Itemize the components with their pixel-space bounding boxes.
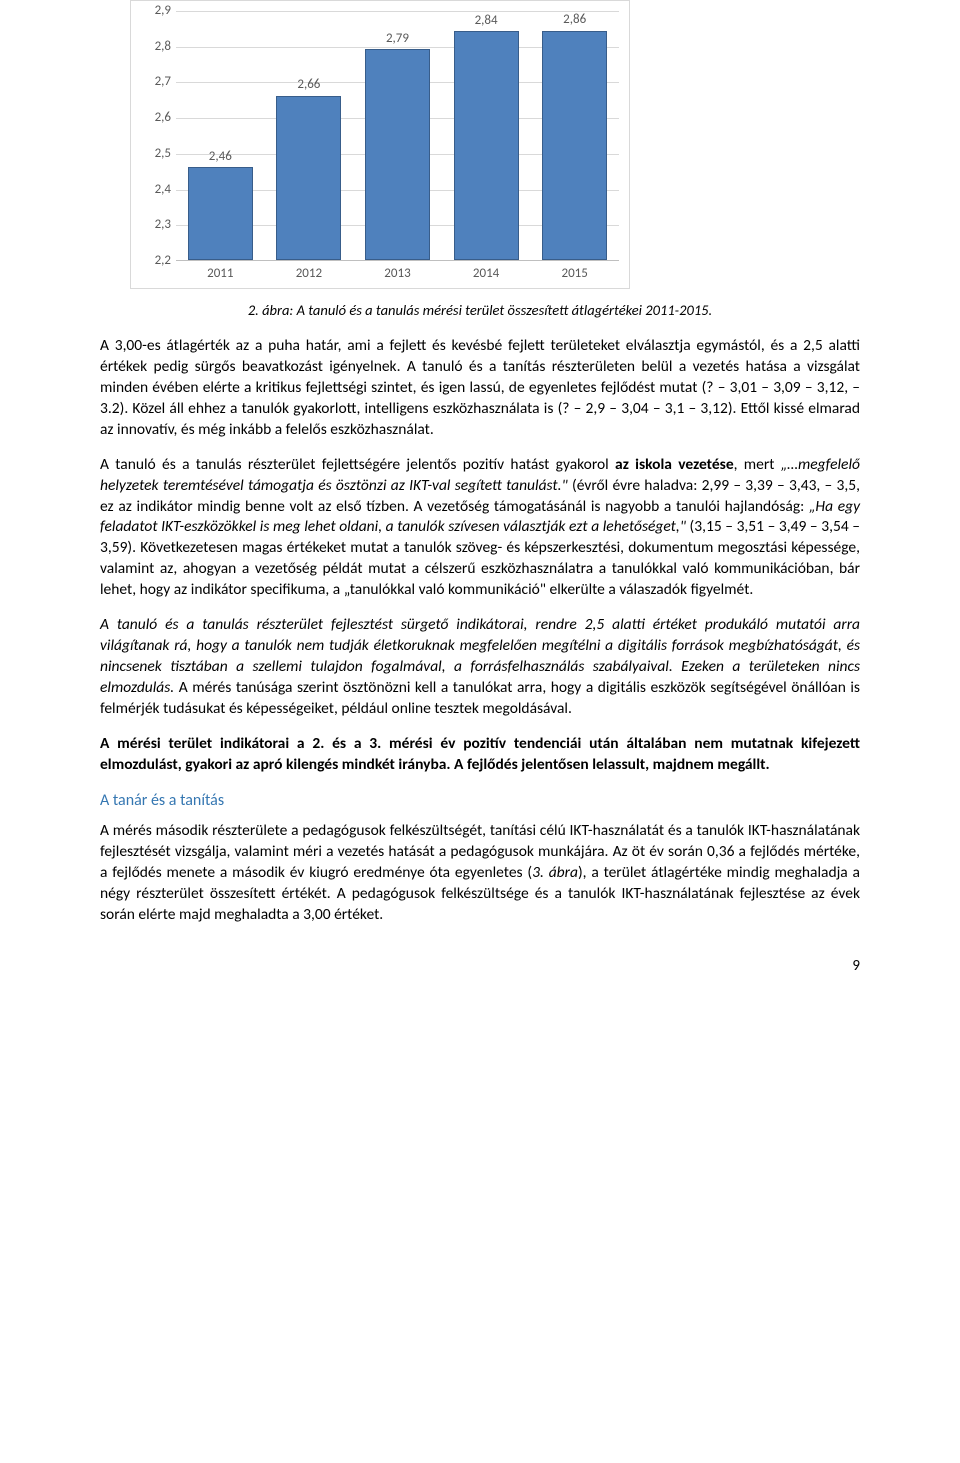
section-heading: A tanár és a tanítás bbox=[100, 790, 860, 812]
x-axis-label: 2012 bbox=[272, 265, 346, 283]
y-axis-label: 2,3 bbox=[141, 217, 171, 235]
bar-value-label: 2,46 bbox=[209, 148, 232, 166]
y-axis-label: 2,7 bbox=[141, 74, 171, 92]
bar-chart: 2,2 2,3 2,4 2,5 2,6 2,7 2,8 2,9 2,46 2,66 2,79 2,84… bbox=[130, 0, 630, 289]
y-axis-label: 2,6 bbox=[141, 109, 171, 127]
paragraph-1: A 3,00-es átlagérték az a puha határ, am… bbox=[100, 336, 860, 441]
paragraph-2: A tanuló és a tanulás részterület fejlet… bbox=[100, 455, 860, 601]
x-axis-label: 2013 bbox=[360, 265, 434, 283]
paragraph-5: A mérés második részterülete a pedagógus… bbox=[100, 821, 860, 926]
bar bbox=[276, 96, 341, 260]
text: , mert bbox=[734, 455, 781, 474]
bar-value-label: 2,79 bbox=[386, 30, 409, 48]
text: A mérés tanúsága szerint ösztönözni kell… bbox=[100, 678, 860, 718]
paragraph-4: A mérési terület indikátorai a 2. és a 3… bbox=[100, 734, 860, 776]
x-axis: 2011 2012 2013 2014 2015 bbox=[176, 261, 619, 283]
y-axis-label: 2,5 bbox=[141, 145, 171, 163]
bar-value-label: 2,86 bbox=[563, 11, 586, 29]
x-axis-label: 2015 bbox=[538, 265, 612, 283]
x-axis-label: 2011 bbox=[183, 265, 257, 283]
bar bbox=[365, 49, 430, 260]
y-axis-label: 2,8 bbox=[141, 38, 171, 56]
paragraph-3: A tanuló és a tanulás részterület fejles… bbox=[100, 615, 860, 720]
y-axis-label: 2,9 bbox=[141, 2, 171, 20]
text-bold: az iskola vezetése bbox=[615, 455, 734, 474]
page-number: 9 bbox=[100, 956, 860, 976]
plot-area: 2,22,32,42,52,62,72,82,92,462,662,792,84… bbox=[176, 11, 619, 261]
text: A tanuló és a tanulás részterület fejlet… bbox=[100, 455, 615, 474]
y-axis-label: 2,4 bbox=[141, 181, 171, 199]
x-axis-label: 2014 bbox=[449, 265, 523, 283]
chart-caption: 2. ábra: A tanuló és a tanulás mérési te… bbox=[100, 301, 860, 321]
bar bbox=[542, 31, 607, 260]
bar-value-label: 2,84 bbox=[475, 12, 498, 30]
text-italic: 3. ábra bbox=[532, 863, 578, 882]
y-axis-label: 2,2 bbox=[141, 252, 171, 270]
bar bbox=[188, 167, 253, 260]
bar-value-label: 2,66 bbox=[297, 76, 320, 94]
bar bbox=[454, 31, 519, 260]
